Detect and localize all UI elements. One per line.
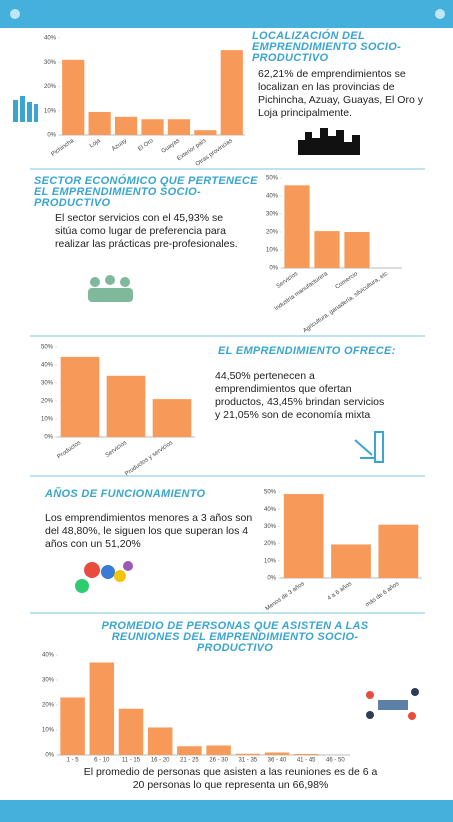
x-tick-label: Pichincha [51, 138, 76, 158]
x-tick-label: 4 a 6 años [327, 581, 353, 602]
people-icon [88, 275, 133, 302]
y-tick-label: 20% [266, 230, 279, 236]
y-tick-label: 0% [45, 753, 54, 759]
x-tick-label: 21 - 25 [180, 758, 199, 764]
y-tick-label: 0% [267, 576, 276, 582]
bar [284, 185, 309, 268]
x-tick-label: Comercio [335, 271, 360, 291]
y-tick-label: 30% [44, 60, 57, 66]
bar [221, 50, 243, 135]
y-tick-label: 30% [266, 212, 279, 218]
bar [141, 119, 163, 135]
bar [236, 754, 261, 755]
x-tick-label: Productos y servicios [124, 440, 174, 477]
y-tick-label: 10% [44, 108, 57, 114]
y-tick-label: 40% [44, 36, 57, 42]
y-tick-label: 20% [42, 703, 55, 709]
section-text: 62,21% de emprendimientos se localizan e… [258, 68, 428, 120]
x-tick-label: Productos [56, 440, 82, 460]
building-icon [13, 96, 38, 122]
y-tick-label: 0% [47, 133, 56, 139]
x-tick-label: El Oro [137, 138, 155, 153]
y-tick-label: 10% [266, 248, 279, 254]
bar [265, 753, 290, 756]
x-tick-label: 36 - 40 [268, 758, 287, 764]
bar [62, 60, 84, 135]
section-text: 44,50% pertenecen a emprendimientos que … [215, 370, 390, 422]
bar [107, 376, 146, 437]
bar [284, 494, 324, 578]
bar [294, 754, 319, 755]
x-tick-label: más de 6 años [365, 581, 401, 608]
y-tick-label: 20% [41, 399, 54, 405]
y-tick-label: 10% [42, 728, 55, 734]
y-tick-label: 0% [44, 435, 53, 441]
section-title: SECTOR ECONÓMICO QUE PERTENECE EL EMPREN… [34, 176, 269, 209]
top-bar [0, 0, 453, 28]
y-tick-label: 10% [264, 558, 277, 564]
y-tick-label: 50% [264, 490, 277, 496]
section-text: Los emprendimientos menores a 3 años son… [45, 512, 255, 551]
x-tick-label: 6 - 10 [94, 758, 110, 764]
bar [177, 746, 202, 755]
bar [90, 663, 115, 756]
bar [153, 399, 192, 437]
section-title: LOCALIZACIÓN DEL EMPRENDIMIENTO SOCIO-PR… [252, 31, 452, 64]
y-tick-label: 30% [42, 678, 55, 684]
x-tick-label: 46 - 50 [326, 758, 345, 764]
x-tick-label: Azuay [111, 138, 128, 152]
x-tick-label: 31 - 35 [238, 758, 257, 764]
y-tick-label: 40% [264, 507, 277, 513]
dot [10, 9, 20, 19]
x-tick-label: 26 - 30 [209, 758, 228, 764]
section-text: El promedio de personas que asisten a la… [78, 766, 383, 792]
chart-icon [355, 432, 383, 462]
bar [378, 525, 418, 578]
section-title: PROMEDIO DE PERSONAS QUE ASISTEN A LAS R… [95, 621, 375, 654]
y-tick-label: 30% [264, 524, 277, 530]
y-tick-label: 30% [41, 381, 54, 387]
infographic: 0% 10% 20% 30% 40% Pichincha Loja Azuay El Oro Gu… [0, 0, 453, 822]
bar [60, 698, 85, 756]
bar [115, 117, 137, 135]
y-tick-label: 20% [44, 84, 57, 90]
x-tick-label: Servicios [105, 440, 128, 459]
y-tick-label: 40% [41, 363, 54, 369]
meeting-icon [366, 688, 419, 720]
bar [194, 130, 216, 135]
section-title: AÑOS DE FUNCIONAMIENTO [45, 489, 265, 500]
y-tick-label: 20% [264, 541, 277, 547]
x-tick-label: 1 - 5 [67, 758, 80, 764]
y-tick-label: 0% [269, 266, 278, 272]
bar [206, 746, 231, 756]
bar [119, 709, 144, 755]
x-tick-label: 16 - 20 [151, 758, 170, 764]
bottom-bar [0, 800, 453, 822]
bar [314, 231, 339, 268]
x-tick-label: Servicios [276, 271, 299, 290]
x-tick-label: 41 - 45 [297, 758, 316, 764]
x-tick-label: 11 - 15 [122, 758, 141, 764]
skyline-icon [298, 128, 360, 155]
section-title: EL EMPRENDIMIENTO OFRECE: [218, 346, 438, 357]
bar [148, 728, 173, 756]
bar [344, 232, 369, 268]
bar [331, 544, 371, 578]
x-tick-label: Industria manufacturera [274, 271, 330, 313]
x-tick-label: Guayas [161, 138, 181, 155]
y-tick-label: 10% [41, 417, 54, 423]
section-text: El sector servicios con el 45,93% se sit… [55, 212, 240, 251]
bar [89, 112, 111, 135]
y-tick-label: 50% [41, 345, 54, 351]
x-tick-label: Loja [89, 138, 102, 150]
bar [61, 357, 100, 437]
dot [435, 9, 445, 19]
x-tick-label: Menos de 3 años [265, 581, 306, 612]
gears-icon [75, 561, 133, 593]
bar [168, 119, 190, 135]
y-tick-label: 40% [42, 653, 55, 659]
